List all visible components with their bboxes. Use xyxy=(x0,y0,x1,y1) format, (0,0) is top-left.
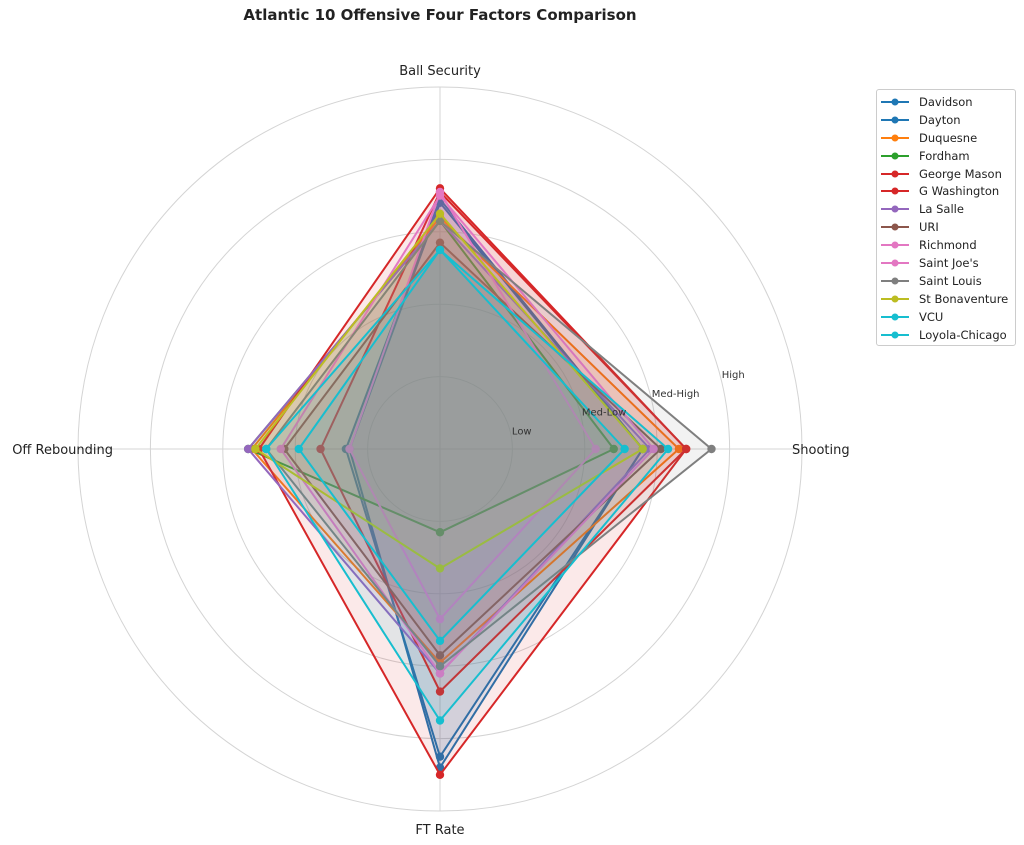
radar-series-layer xyxy=(243,184,716,779)
legend-item: La Salle xyxy=(877,200,1015,218)
series-marker xyxy=(435,716,445,725)
series-marker xyxy=(435,245,445,255)
legend-item: Richmond xyxy=(877,236,1015,254)
series-marker xyxy=(435,191,445,200)
series-marker xyxy=(435,528,445,537)
series-marker xyxy=(435,564,445,573)
legend-item: G Washington xyxy=(877,182,1015,200)
legend-swatch xyxy=(881,295,909,303)
ring-label: High xyxy=(722,370,745,381)
series-marker xyxy=(656,444,666,454)
axis-label: Shooting xyxy=(792,443,850,458)
legend-item: VCU xyxy=(877,308,1015,326)
legend-swatch xyxy=(881,205,909,213)
axis-label: Ball Security xyxy=(399,64,481,79)
legend-item: George Mason xyxy=(877,165,1015,183)
ring-label: Med-Low xyxy=(582,408,626,419)
series-marker xyxy=(435,614,445,624)
legend-swatch xyxy=(881,170,909,177)
series-marker xyxy=(276,444,285,454)
series-marker xyxy=(707,444,716,454)
legend-swatch xyxy=(881,152,909,160)
legend-label: Duquesne xyxy=(919,130,978,145)
series-marker xyxy=(316,444,325,454)
series-marker xyxy=(435,752,445,761)
legend-item: Saint Louis xyxy=(877,272,1015,290)
axis-label: FT Rate xyxy=(415,823,464,838)
series-marker xyxy=(435,238,445,247)
legend-swatch xyxy=(881,241,909,249)
series-marker xyxy=(591,444,600,454)
legend-swatch xyxy=(881,134,909,142)
legend-label: Loyola-Chicago xyxy=(919,327,1007,342)
series-marker xyxy=(435,687,445,696)
legend-label: La Salle xyxy=(919,202,964,217)
legend-label: Dayton xyxy=(919,112,961,127)
legend-label: George Mason xyxy=(919,166,1002,181)
legend-swatch xyxy=(881,223,909,231)
legend-label: Richmond xyxy=(919,238,977,253)
series-marker xyxy=(435,770,445,779)
legend-label: VCU xyxy=(919,309,944,324)
series-marker xyxy=(638,444,647,454)
legend-item: Davidson xyxy=(877,93,1015,111)
ring-label: Med-High xyxy=(652,389,700,400)
legend-label: Fordham xyxy=(919,148,970,163)
series-marker xyxy=(243,444,253,454)
series-marker xyxy=(435,636,445,646)
legend-swatch xyxy=(881,277,909,285)
axis-label: Off Rebounding xyxy=(12,443,113,458)
chart-title: Atlantic 10 Offensive Four Factors Compa… xyxy=(243,6,637,24)
ring-label: Low xyxy=(512,426,532,437)
series-marker xyxy=(620,444,629,454)
series-marker xyxy=(435,662,445,671)
radar-labels: Low Med-Low Med-High High Ball Security Shoot… xyxy=(12,64,849,838)
series-marker xyxy=(681,444,691,454)
series-marker xyxy=(262,444,271,454)
series-marker xyxy=(435,669,445,678)
series-marker xyxy=(649,444,658,454)
legend-swatch xyxy=(881,116,909,124)
series-marker xyxy=(435,216,445,226)
legend-item: Duquesne xyxy=(877,129,1015,147)
legend-item: Dayton xyxy=(877,111,1015,129)
legend-item: URI xyxy=(877,218,1015,236)
legend-swatch xyxy=(881,98,909,106)
legend-label: G Washington xyxy=(919,184,1000,199)
series-marker xyxy=(345,444,354,454)
legend-swatch xyxy=(881,259,909,267)
legend-item: Loyola-Chicago xyxy=(877,326,1015,344)
series-marker xyxy=(294,444,304,454)
series-marker xyxy=(435,209,445,218)
legend-label: Saint Joe's xyxy=(919,255,979,270)
legend-label: URI xyxy=(919,220,939,235)
legend-item: St Bonaventure xyxy=(877,290,1015,308)
radar-chart: Low Med-Low Med-High High Ball Security Shoot… xyxy=(12,64,849,838)
chart-legend: Davidson Dayton Duquesne Fordham George Maso… xyxy=(876,89,1016,347)
legend-swatch xyxy=(881,331,909,339)
series-marker xyxy=(663,444,673,454)
series-marker xyxy=(609,444,618,454)
legend-item: Fordham xyxy=(877,147,1015,165)
series-marker xyxy=(674,444,684,454)
legend-swatch xyxy=(881,313,909,321)
legend-swatch xyxy=(881,187,909,195)
series-marker xyxy=(435,651,445,660)
legend-label: Davidson xyxy=(919,94,973,109)
legend-label: Saint Louis xyxy=(919,273,982,288)
series-marker xyxy=(251,444,260,454)
legend-label: St Bonaventure xyxy=(919,291,1009,306)
legend-item: Saint Joe's xyxy=(877,254,1015,272)
